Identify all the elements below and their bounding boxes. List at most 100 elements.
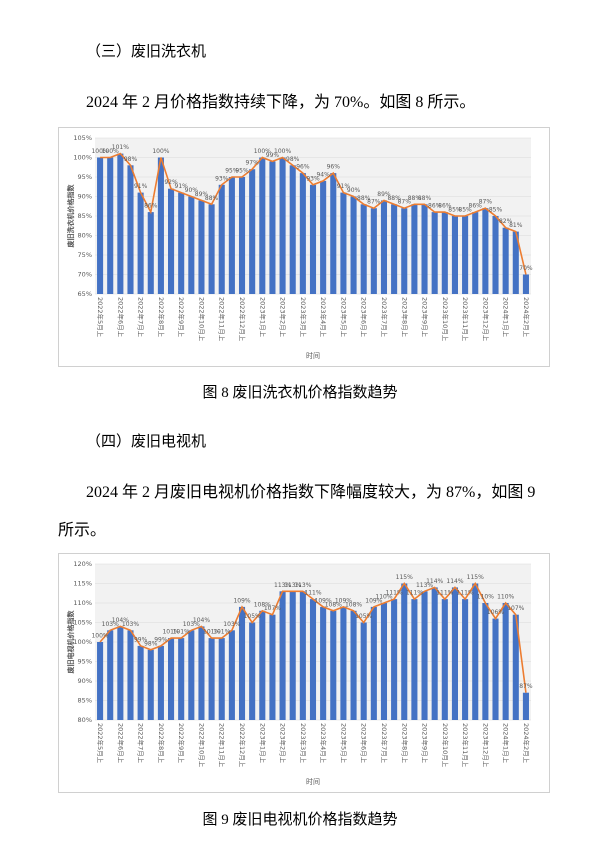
data-label: 89% bbox=[377, 191, 391, 198]
chart: 65% 70% 75% 80% 85% 90% 95% 100% 105% 2022年5月上 202… bbox=[58, 127, 550, 367]
x-tick-label: 2022年6月上 bbox=[116, 723, 125, 764]
bar bbox=[269, 614, 276, 720]
y-tick-label: 90% bbox=[78, 193, 92, 201]
bar bbox=[441, 212, 448, 294]
x-tick-label: 2022年11月上 bbox=[218, 297, 227, 342]
bar bbox=[370, 208, 377, 294]
bar bbox=[350, 196, 357, 294]
x-tick-label: 2023年6月上 bbox=[360, 723, 369, 764]
data-label: 109% bbox=[233, 597, 250, 604]
x-tick-label: 2022年9月上 bbox=[177, 297, 186, 338]
x-tick-label: 2023年5月上 bbox=[339, 723, 348, 764]
bar bbox=[137, 192, 144, 294]
data-label: 93% bbox=[215, 175, 229, 182]
x-tick-label: 2023年12月上 bbox=[481, 723, 490, 768]
x-tick-label: 2023年2月上 bbox=[279, 297, 288, 338]
data-label: 106% bbox=[487, 609, 504, 616]
x-tick-label: 2023年12月上 bbox=[481, 297, 490, 342]
x-tick-label: 2023年4月上 bbox=[319, 297, 328, 338]
data-label: 101% bbox=[112, 144, 129, 151]
bar bbox=[360, 622, 367, 720]
data-label: 99% bbox=[154, 636, 168, 643]
bar bbox=[320, 606, 327, 720]
bar bbox=[188, 196, 195, 294]
bar bbox=[512, 231, 519, 294]
data-label: 94% bbox=[316, 171, 330, 178]
data-label: 86% bbox=[469, 203, 483, 210]
bar bbox=[279, 157, 286, 294]
bar bbox=[421, 204, 428, 294]
data-label: 97% bbox=[245, 160, 259, 167]
bar bbox=[178, 192, 185, 294]
x-tick-label: 2023年4月上 bbox=[319, 723, 328, 764]
y-tick-label: 100% bbox=[73, 154, 92, 162]
bar bbox=[157, 645, 164, 720]
bar bbox=[380, 603, 388, 720]
x-tick-label: 2022年11月上 bbox=[218, 723, 227, 768]
data-label: 109% bbox=[315, 597, 332, 604]
data-label: 70% bbox=[519, 265, 533, 272]
data-label: 100% bbox=[91, 633, 108, 640]
bar bbox=[208, 204, 215, 294]
bar bbox=[127, 630, 134, 720]
y-tick-label: 110% bbox=[73, 599, 92, 607]
y-tick-label: 80% bbox=[78, 232, 92, 240]
data-label: 88% bbox=[418, 195, 432, 202]
x-tick-label: 2022年12月上 bbox=[238, 297, 247, 342]
x-tick-label: 2022年7月上 bbox=[137, 297, 146, 338]
data-label: 91% bbox=[337, 183, 351, 190]
bar bbox=[208, 638, 215, 720]
bar bbox=[178, 638, 185, 720]
bar bbox=[431, 212, 438, 294]
y-tick-label: 90% bbox=[78, 677, 92, 685]
data-label: 101% bbox=[173, 629, 190, 636]
data-label: 100% bbox=[254, 148, 271, 155]
data-label: 99% bbox=[134, 636, 148, 643]
bar bbox=[401, 208, 408, 294]
bar bbox=[451, 587, 458, 720]
bar bbox=[259, 157, 266, 294]
bar bbox=[249, 169, 256, 294]
bar bbox=[279, 591, 286, 720]
x-tick-label: 2022年8月上 bbox=[157, 297, 166, 338]
data-label: 113% bbox=[294, 582, 311, 589]
data-label: 98% bbox=[286, 156, 300, 163]
x-tick-label: 2023年9月上 bbox=[421, 723, 430, 764]
x-tick-label: 2024年1月上 bbox=[502, 723, 511, 764]
x-axis-label: 时间 bbox=[306, 777, 320, 786]
x-tick-label: 2023年10月上 bbox=[441, 723, 450, 768]
bar bbox=[391, 204, 398, 294]
chart: 80% 85% 90% 95% 100% 105% 110% 115% 120% 2022年5月上… bbox=[58, 553, 550, 793]
data-label: 104% bbox=[112, 617, 129, 624]
y-tick-label: 65% bbox=[78, 290, 92, 298]
line bbox=[100, 152, 527, 275]
data-label: 108% bbox=[325, 601, 342, 608]
data-label: 96% bbox=[296, 164, 310, 171]
data-label: 111% bbox=[406, 590, 423, 597]
bar bbox=[522, 274, 529, 294]
bar bbox=[522, 692, 529, 720]
x-tick-label: 2024年2月上 bbox=[522, 723, 531, 764]
bar bbox=[350, 610, 357, 720]
x-tick-label: 2023年11月上 bbox=[461, 723, 470, 768]
data-label: 113% bbox=[284, 582, 301, 589]
bar bbox=[441, 599, 448, 720]
data-label: 101% bbox=[213, 629, 230, 636]
data-label: 96% bbox=[327, 164, 341, 171]
y-tick-label: 80% bbox=[78, 716, 92, 724]
x-tick-label: 2022年8月上 bbox=[157, 723, 166, 764]
data-label: 104% bbox=[193, 617, 210, 624]
paragraph: 2024 年 2 月价格指数持续下降，为 70%。如图 8 所示。 bbox=[86, 94, 476, 111]
bar bbox=[370, 606, 377, 720]
data-label: 115% bbox=[467, 574, 484, 581]
x-tick-label: 2023年1月上 bbox=[258, 297, 267, 338]
data-label: 88% bbox=[408, 195, 422, 202]
x-tick-label: 2023年3月上 bbox=[299, 297, 308, 338]
bar bbox=[117, 153, 124, 294]
bar bbox=[218, 184, 225, 294]
x-tick-label: 2023年7月上 bbox=[380, 297, 389, 338]
bar bbox=[198, 626, 205, 720]
data-label: 111% bbox=[386, 590, 403, 597]
x-tick-label: 2022年5月上 bbox=[96, 297, 105, 338]
